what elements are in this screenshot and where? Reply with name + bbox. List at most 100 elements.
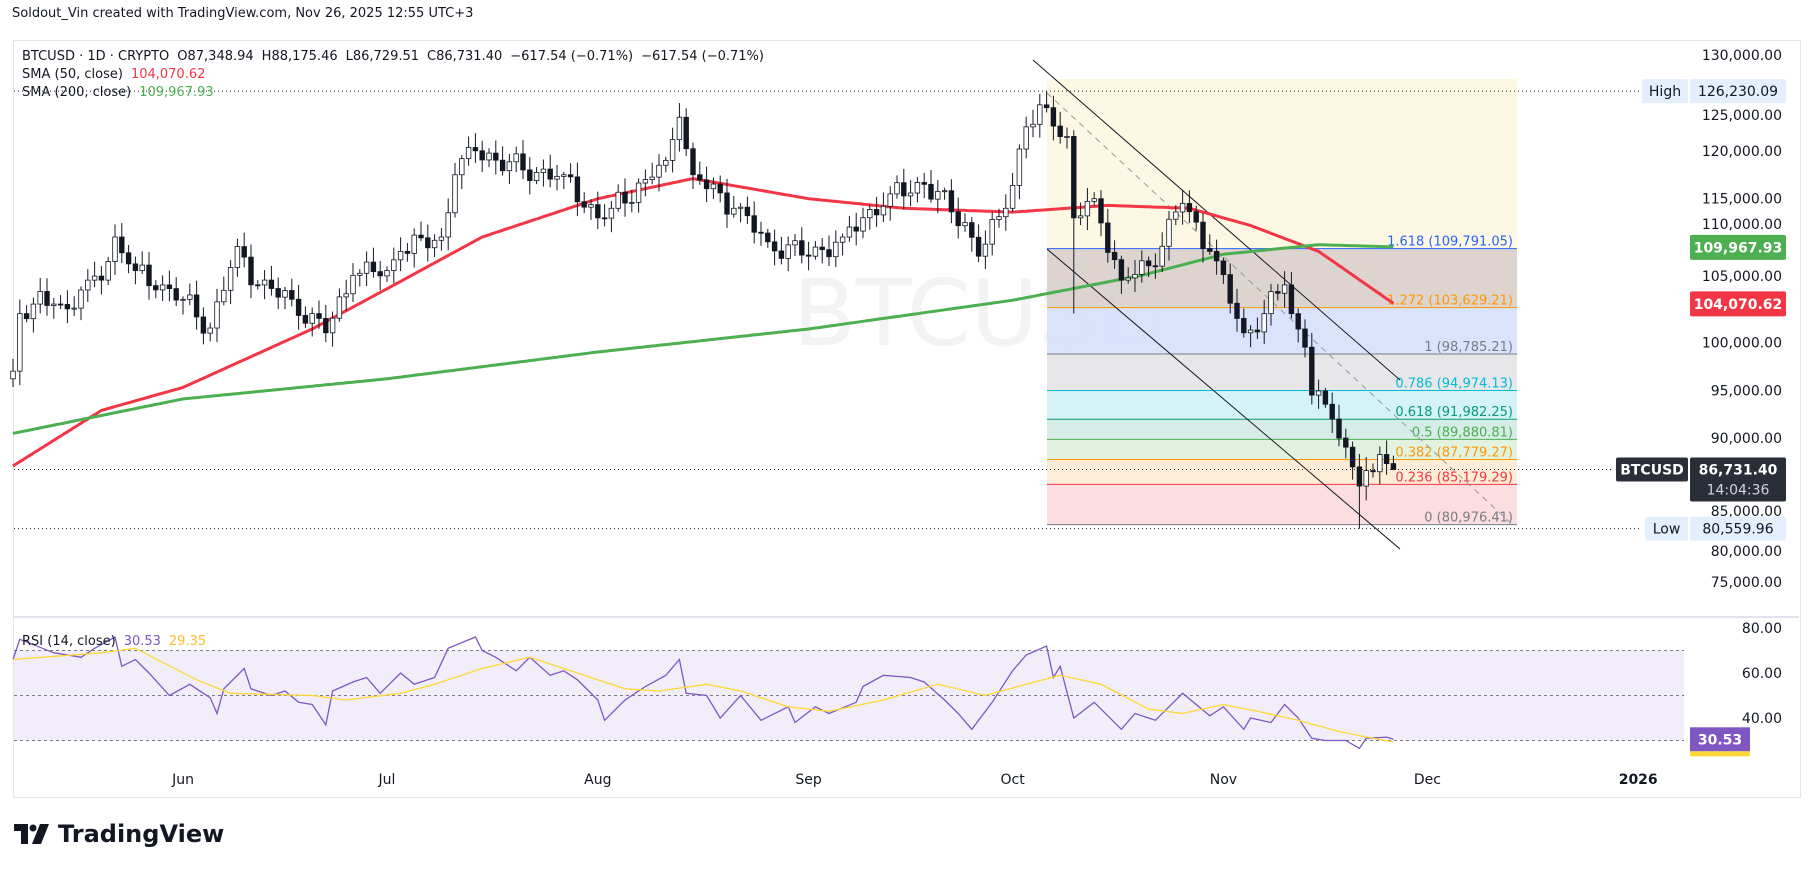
candle — [261, 270, 268, 300]
candle — [1064, 127, 1070, 149]
candle — [30, 297, 37, 333]
candle — [397, 237, 404, 272]
candles — [10, 91, 1397, 529]
sma200-legend[interactable]: SMA (200, close) 109,967.93 — [22, 85, 214, 100]
high-label-badge: High — [1642, 79, 1688, 104]
sma50-legend[interactable]: SMA (50, close) 104,070.62 — [22, 67, 205, 82]
rsi-pane — [12, 616, 1799, 750]
candle — [459, 155, 465, 190]
candle — [642, 169, 649, 197]
candle — [10, 358, 16, 388]
fib-label-0.236: 0.236 (85,179.29) — [1395, 470, 1513, 485]
price-tick: 85,000.00 — [1711, 504, 1782, 520]
candle — [1003, 194, 1009, 231]
candle — [1390, 455, 1397, 470]
candle — [622, 178, 628, 217]
time-tick: Sep — [795, 772, 822, 788]
channel-upper-line[interactable] — [1032, 59, 1401, 381]
candle — [1275, 284, 1281, 301]
candle — [771, 229, 778, 266]
fibonacci-extension[interactable]: 1.618 (109,791.05) 1.272 (103,629.21) 1 (9… — [1047, 235, 1517, 526]
candle — [697, 161, 703, 185]
fib-label-1: 1 (98,785.21) — [1424, 340, 1513, 355]
sma50-line[interactable] — [12, 177, 1395, 468]
rsi-legend[interactable]: RSI (14, close) 30.53 29.35 — [22, 634, 206, 649]
legend-change-2: −617.54 (−0.71%) — [641, 49, 764, 64]
candle — [1105, 208, 1111, 263]
candle — [1227, 263, 1233, 314]
candle — [574, 162, 581, 217]
candle — [792, 233, 798, 257]
legend-open: O87,348.94 — [177, 49, 253, 64]
candle — [785, 236, 791, 272]
candle — [1091, 192, 1097, 207]
candle — [1234, 288, 1240, 332]
candle — [1336, 404, 1342, 447]
fib-label-0.786: 0.786 (94,974.13) — [1395, 377, 1513, 392]
candle — [234, 238, 241, 277]
candle — [207, 322, 213, 342]
candle — [173, 277, 179, 307]
candle — [17, 299, 23, 386]
channel-lower-line[interactable] — [1046, 248, 1401, 550]
fib-zone-0.5 — [1047, 439, 1517, 460]
trend-dashed-line[interactable] — [1046, 92, 1516, 528]
candle — [826, 235, 832, 266]
candle — [295, 285, 302, 330]
sma200-line[interactable] — [12, 243, 1394, 435]
candle — [928, 170, 934, 203]
candle — [370, 247, 377, 278]
candle — [51, 298, 57, 319]
candle — [819, 237, 825, 264]
candle — [941, 187, 948, 200]
candle — [1152, 253, 1159, 279]
svg-text:86,731.40: 86,731.40 — [1699, 463, 1778, 479]
high-value-badge: 126,230.09 — [1690, 79, 1786, 104]
candle — [839, 233, 846, 256]
candle — [765, 228, 771, 248]
candle — [227, 260, 234, 305]
candle — [1268, 283, 1274, 326]
candle — [744, 196, 751, 224]
candle — [887, 186, 893, 221]
svg-text:80,559.96: 80,559.96 — [1702, 522, 1773, 538]
candle — [969, 217, 975, 252]
candle — [935, 180, 941, 214]
candle — [1370, 463, 1376, 478]
candle — [615, 184, 621, 212]
candle — [336, 288, 343, 322]
candle — [669, 127, 676, 173]
tradingview-logo-icon — [14, 824, 49, 844]
candle — [200, 307, 207, 345]
candle — [125, 244, 132, 274]
candle — [112, 224, 118, 275]
price-tick: 130,000.00 — [1702, 48, 1782, 64]
candle — [921, 172, 927, 199]
candle — [350, 263, 356, 303]
legend-high: H88,175.46 — [262, 49, 338, 64]
candle — [561, 171, 567, 190]
candle — [1125, 267, 1131, 284]
candle — [683, 108, 689, 156]
candle — [1295, 308, 1301, 343]
candle — [833, 230, 839, 268]
candle — [1145, 256, 1152, 278]
candle — [853, 212, 859, 246]
candle — [1329, 392, 1335, 434]
candle — [1057, 111, 1063, 144]
channel-highlight — [1047, 78, 1517, 249]
candle — [64, 290, 71, 324]
candle — [132, 256, 139, 285]
svg-text:High: High — [1649, 84, 1681, 100]
candle — [1254, 317, 1261, 339]
candle — [452, 162, 458, 218]
svg-text:30.53: 30.53 — [1698, 732, 1742, 748]
candle — [139, 251, 145, 275]
candle — [105, 256, 111, 285]
candle — [635, 178, 642, 213]
price-tick: 125,000.00 — [1702, 108, 1782, 124]
candle — [384, 266, 390, 282]
candle — [1098, 190, 1104, 237]
tradingview-logo[interactable]: TradingView — [14, 820, 224, 848]
